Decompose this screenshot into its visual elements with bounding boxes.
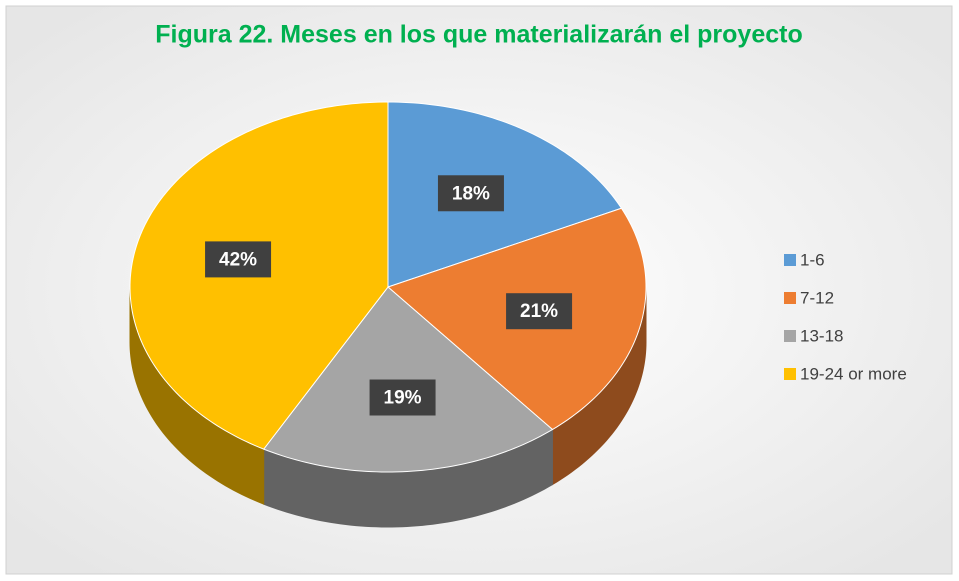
data-label: 21%	[520, 301, 558, 322]
legend-swatch	[784, 368, 796, 380]
data-label-box	[437, 175, 504, 212]
data-label-box	[506, 293, 573, 330]
slice	[262, 286, 554, 473]
data-labels: 18% 21% 19% 42%	[205, 175, 573, 416]
data-label: 18%	[452, 183, 490, 204]
legend-swatch	[784, 330, 796, 342]
legend-label: 1-6	[800, 250, 825, 269]
legend-swatch	[784, 292, 796, 304]
legend-label: 7-12	[800, 288, 834, 307]
data-label: 19%	[384, 388, 422, 409]
data-label: 42%	[219, 249, 257, 270]
slice	[387, 101, 623, 288]
legend-swatch	[784, 254, 796, 266]
chart-title: Figura 22. Meses en los que materializar…	[155, 21, 802, 49]
legend: 1-6 7-12 13-18 19-24 or more	[784, 250, 907, 383]
data-label-box	[369, 379, 436, 416]
data-label-box	[205, 241, 272, 278]
legend-label: 13-18	[800, 326, 843, 345]
legend-label: 19-24 or more	[800, 364, 907, 383]
